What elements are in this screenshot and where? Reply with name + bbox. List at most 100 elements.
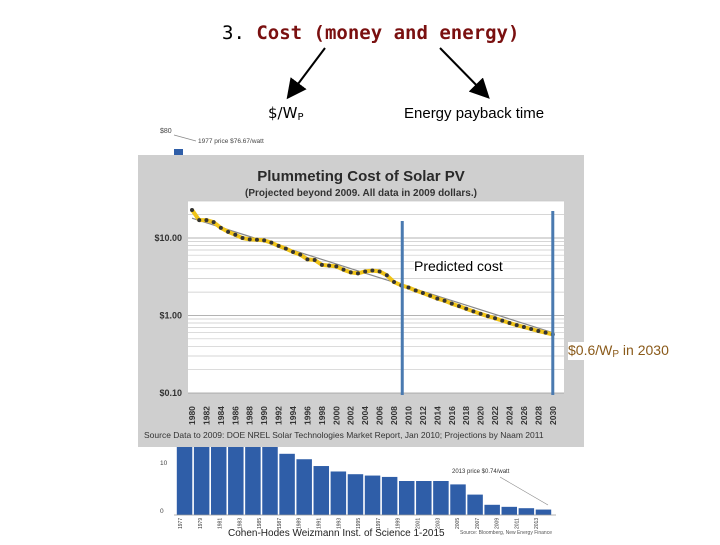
data-point — [218, 225, 223, 230]
data-point — [240, 235, 245, 240]
bg-bar — [330, 471, 347, 515]
price-2030-note: $0.6/WP in 2030 — [568, 342, 669, 360]
x-tick-label: 2016 — [447, 406, 457, 425]
predicted-cost-label: Predicted cost — [414, 258, 503, 274]
x-tick-label: 2010 — [403, 406, 413, 425]
data-point — [327, 263, 332, 268]
x-tick-label: 1998 — [317, 406, 327, 425]
chart-source: Source Data to 2009: DOE NREL Solar Tech… — [144, 430, 544, 440]
x-tick-label: 1984 — [216, 406, 226, 425]
data-point — [312, 257, 317, 262]
bg-year-label: 1989 — [297, 518, 303, 529]
bg-ytick-10: 10 — [160, 460, 168, 467]
x-tick-label: 1990 — [259, 406, 269, 425]
arrow-left — [286, 47, 326, 100]
bg-year-label: 2005 — [455, 518, 461, 529]
data-point — [334, 264, 339, 269]
data-point — [428, 293, 433, 298]
x-tick-label: 2008 — [389, 406, 399, 425]
data-point — [211, 220, 216, 225]
bg-bar — [262, 447, 278, 515]
heading-text: Cost (money and energy) — [256, 22, 520, 44]
footer-text: Cohen-Hodes Weizmann Inst. of Science 1-… — [228, 528, 445, 539]
background-bar-chart: $80 1977 price $76.67/watt 10 0 1977 1979… — [160, 128, 556, 536]
bg-year-label: 2009 — [495, 518, 501, 529]
slide-heading: 3. Cost (money and energy) — [222, 22, 519, 44]
y-tick-label: $1.00 — [159, 310, 182, 320]
bg-year-label: 1999 — [396, 518, 402, 529]
x-tick-label: 2014 — [432, 406, 442, 425]
data-point — [413, 288, 418, 293]
bg-year-label: 1979 — [198, 518, 204, 529]
x-tick-label: 2022 — [490, 406, 500, 425]
data-point — [190, 207, 194, 212]
x-tick-label: 1982 — [201, 406, 211, 425]
x-tick-label: 2020 — [476, 406, 486, 425]
bg-bar — [347, 474, 364, 515]
bg-bar — [228, 447, 244, 515]
data-point — [204, 218, 209, 223]
x-tick-label: 2018 — [461, 406, 471, 425]
bg-ytick-0: 0 — [160, 508, 164, 515]
x-tick-label: 1992 — [274, 406, 284, 425]
y-tick-label: $10.00 — [154, 233, 182, 243]
bg-bar — [176, 447, 193, 515]
bg-year-label: 2011 — [514, 518, 520, 529]
bg-bar — [245, 447, 261, 515]
data-point — [514, 323, 519, 328]
plot-area — [188, 201, 564, 393]
data-point — [233, 232, 238, 237]
bg-year-label: 1991 — [317, 518, 323, 529]
data-point — [420, 291, 425, 296]
x-tick-label: 2026 — [519, 406, 529, 425]
bg-year-label: 2001 — [415, 518, 421, 529]
label-dollar-per-watt: $/WP — [268, 104, 304, 123]
data-point — [363, 269, 368, 274]
bg-year-label: 1985 — [257, 518, 263, 529]
bg-bar — [416, 481, 432, 515]
data-point — [435, 296, 440, 301]
data-point — [319, 262, 324, 267]
data-point — [449, 301, 454, 306]
data-point — [197, 218, 202, 223]
bg-year-label: 1995 — [356, 518, 362, 529]
data-point — [348, 270, 353, 275]
main-chart: Plummeting Cost of Solar PV (Projected b… — [138, 155, 584, 447]
bg-bar — [381, 476, 398, 515]
bg-bar — [296, 459, 312, 515]
bg-source: Source: Bloomberg, New Energy Finance — [460, 530, 552, 536]
bg-bar — [398, 481, 415, 515]
bg-bar — [501, 506, 518, 515]
bg-bar — [279, 453, 295, 515]
data-point — [521, 325, 526, 330]
x-tick-label: 2012 — [418, 406, 428, 425]
data-point — [500, 318, 505, 323]
data-point — [355, 271, 360, 276]
bg-note-2013: 2013 price $0.74/watt — [452, 469, 510, 475]
data-point — [456, 304, 461, 309]
bg-ytick-top: $80 — [160, 128, 172, 135]
data-point — [269, 240, 274, 245]
data-point — [543, 330, 548, 335]
x-tick-label: 1994 — [288, 406, 298, 425]
arrow-right — [439, 47, 490, 99]
bg-bar — [364, 475, 381, 515]
x-tick-label: 2024 — [504, 406, 514, 425]
data-point — [536, 329, 541, 334]
x-tick-label: 2028 — [533, 406, 543, 425]
x-tick-label: 1980 — [187, 406, 197, 425]
bg-bar — [450, 484, 466, 515]
data-point — [392, 280, 397, 285]
bg-year-label: 1981 — [218, 518, 224, 529]
x-tick-label: 2004 — [360, 406, 370, 425]
data-point — [247, 237, 252, 242]
bg-year-label: 2013 — [534, 518, 540, 529]
heading-number: 3. — [222, 22, 245, 44]
data-point — [377, 269, 382, 274]
bg-year-label: 1993 — [336, 518, 342, 529]
data-point — [370, 268, 375, 273]
data-point — [262, 238, 267, 243]
trend-line — [191, 217, 553, 334]
data-point — [478, 311, 483, 316]
